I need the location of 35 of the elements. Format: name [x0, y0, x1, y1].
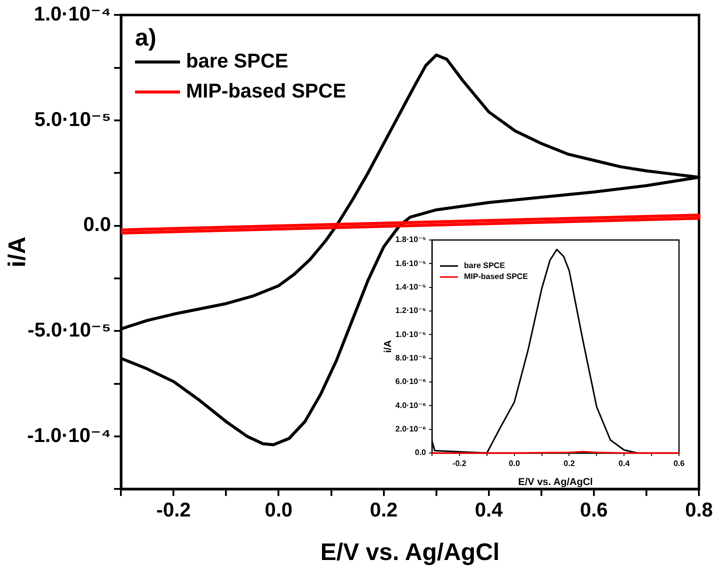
x-tick-label: 0.2 [564, 459, 576, 468]
y-tick-label: 1.0·10⁻⁴ [34, 4, 111, 26]
legend-label: MIP-based SPCE [186, 80, 346, 103]
y-tick-label: 6.0·10⁻⁶ [395, 377, 426, 386]
x-tick-label: 0.0 [264, 500, 293, 522]
x-tick-label: 0.8 [685, 500, 713, 522]
y-tick-label: 1.0·10⁻⁵ [395, 330, 426, 339]
y-tick-label: 1.6·10⁻⁵ [395, 258, 426, 268]
y-tick-label: -5.0·10⁻⁵ [28, 320, 111, 342]
y-tick-label: 1.8·10⁻⁵ [395, 235, 426, 244]
x-tick-label: 0.2 [370, 500, 398, 522]
x-tick-label: 0.4 [474, 500, 504, 522]
x-tick-label: 0.4 [618, 459, 630, 468]
legend-label: bare SPCE [186, 50, 288, 73]
annotation: a) [135, 24, 156, 52]
x-tick-label: 0.6 [580, 500, 608, 522]
y-tick-label: 2.0·10⁻⁶ [395, 424, 426, 434]
y-tick-label: 0.0 [414, 448, 427, 458]
x-axis-title: E/V vs. Ag/AgCl [518, 476, 594, 488]
y-axis-title: i/A [382, 340, 394, 353]
x-tick-label: -0.2 [452, 459, 467, 468]
y-tick-label: 4.0·10⁻⁶ [395, 400, 426, 410]
x-tick-label: -0.2 [156, 500, 191, 522]
legend-label: bare SPCE [464, 261, 506, 270]
y-tick-label: 5.0·10⁻⁵ [34, 108, 111, 131]
y-tick-label: 1.4·10⁻⁵ [395, 282, 426, 292]
x-tick-label: 0.6 [673, 459, 686, 468]
y-tick-label: -1.0·10⁻⁴ [27, 424, 111, 447]
x-axis-title: E/V vs. Ag/AgCl [320, 539, 500, 566]
legend-label: MIP-based SPCE [464, 272, 529, 282]
y-tick-label: 0.0 [83, 214, 111, 236]
y-tick-label: 1.2·10⁻⁵ [395, 306, 426, 316]
x-tick-label: 0.0 [508, 459, 520, 468]
y-axis-title: i/A [4, 236, 32, 268]
y-tick-label: 8.0·10⁻⁶ [395, 354, 426, 363]
